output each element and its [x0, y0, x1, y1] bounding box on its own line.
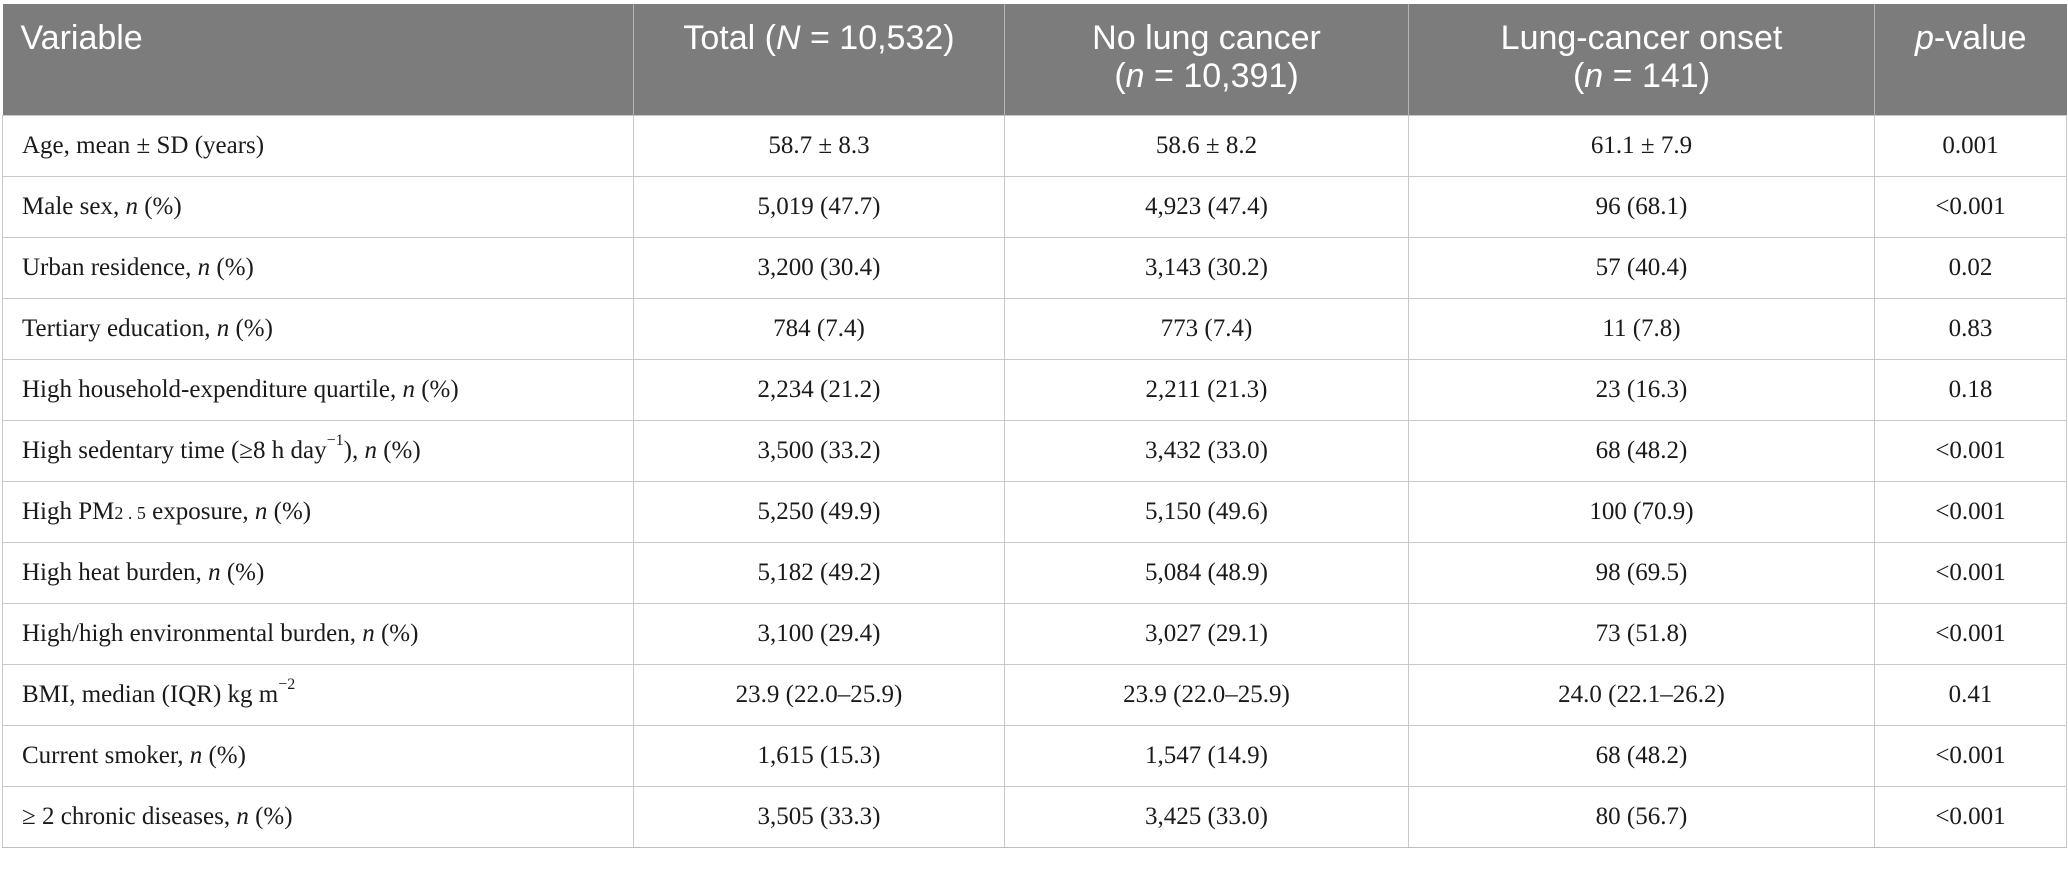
lung-cancer-onset-cell: 80 (56.7) [1408, 785, 1875, 848]
no-lung-cancer-cell: 23.9 (22.0–25.9) [1004, 663, 1409, 726]
table-row: ≥ 2 chronic diseases, n (%) 3,505 (33.3) 3… [2, 785, 2067, 848]
no-lung-cancer-cell: 5,150 (49.6) [1004, 480, 1409, 543]
total-cell: 784 (7.4) [633, 297, 1005, 360]
p-value-cell: <0.001 [1874, 419, 2067, 482]
total-cell: 5,250 (49.9) [633, 480, 1005, 543]
p-value-cell: 0.02 [1874, 236, 2067, 299]
no-lung-cancer-cell: 3,143 (30.2) [1004, 236, 1409, 299]
variable-cell: Tertiary education, n (%) [2, 297, 634, 360]
p-value-cell: 0.83 [1874, 297, 2067, 360]
variable-cell: High sedentary time (≥8 h day−1), n (%) [2, 419, 634, 482]
baseline-characteristics-table: Variable Total (N = 10,532) No lung canc… [2, 4, 2067, 848]
p-value-cell: <0.001 [1874, 480, 2067, 543]
variable-cell: Current smoker, n (%) [2, 724, 634, 787]
no-lung-cancer-cell: 3,027 (29.1) [1004, 602, 1409, 665]
total-cell: 1,615 (15.3) [633, 724, 1005, 787]
p-value-cell: 0.41 [1874, 663, 2067, 726]
no-lung-cancer-cell: 773 (7.4) [1004, 297, 1409, 360]
lung-cancer-onset-cell: 61.1 ± 7.9 [1408, 114, 1875, 177]
lung-cancer-onset-cell: 68 (48.2) [1408, 724, 1875, 787]
total-cell: 2,234 (21.2) [633, 358, 1005, 421]
total-cell: 3,200 (30.4) [633, 236, 1005, 299]
variable-cell: ≥ 2 chronic diseases, n (%) [2, 785, 634, 848]
header-lung-cancer-onset: Lung-cancer onset (n = 141) [1408, 4, 1875, 115]
variable-cell: Age, mean ± SD (years) [2, 114, 634, 177]
table-row: Urban residence, n (%) 3,200 (30.4) 3,143 … [2, 236, 2067, 299]
p-value-cell: <0.001 [1874, 724, 2067, 787]
no-lung-cancer-cell: 3,432 (33.0) [1004, 419, 1409, 482]
no-lung-cancer-cell: 5,084 (48.9) [1004, 541, 1409, 604]
total-cell: 5,182 (49.2) [633, 541, 1005, 604]
lung-cancer-onset-cell: 96 (68.1) [1408, 175, 1875, 238]
no-lung-cancer-cell: 4,923 (47.4) [1004, 175, 1409, 238]
table-row: Tertiary education, n (%) 784 (7.4) 773 (7… [2, 297, 2067, 360]
no-lung-cancer-cell: 3,425 (33.0) [1004, 785, 1409, 848]
lung-cancer-onset-cell: 100 (70.9) [1408, 480, 1875, 543]
lung-cancer-onset-cell: 73 (51.8) [1408, 602, 1875, 665]
lung-cancer-onset-cell: 11 (7.8) [1408, 297, 1875, 360]
table-row: High sedentary time (≥8 h day−1), n (%) 3… [2, 419, 2067, 482]
variable-cell: Male sex, n (%) [2, 175, 634, 238]
total-cell: 5,019 (47.7) [633, 175, 1005, 238]
p-value-cell: <0.001 [1874, 175, 2067, 238]
p-value-cell: 0.18 [1874, 358, 2067, 421]
total-cell: 23.9 (22.0–25.9) [633, 663, 1005, 726]
variable-cell: High PM2 . 5 exposure, n (%) [2, 480, 634, 543]
variable-cell: BMI, median (IQR) kg m−2 [2, 663, 634, 726]
table-row: High PM2 . 5 exposure, n (%) 5,250 (49.9)… [2, 480, 2067, 543]
lung-cancer-onset-cell: 98 (69.5) [1408, 541, 1875, 604]
total-cell: 3,500 (33.2) [633, 419, 1005, 482]
header-no-lung-cancer: No lung cancer (n = 10,391) [1004, 4, 1409, 115]
header-variable: Variable [2, 4, 634, 115]
p-value-cell: <0.001 [1874, 602, 2067, 665]
total-cell: 3,505 (33.3) [633, 785, 1005, 848]
no-lung-cancer-cell: 1,547 (14.9) [1004, 724, 1409, 787]
variable-cell: High/high environmental burden, n (%) [2, 602, 634, 665]
table-header-row: Variable Total (N = 10,532) No lung canc… [2, 4, 2067, 115]
variable-cell: High heat burden, n (%) [2, 541, 634, 604]
table-row: High/high environmental burden, n (%) 3,1… [2, 602, 2067, 665]
total-cell: 3,100 (29.4) [633, 602, 1005, 665]
table-body: Age, mean ± SD (years) 58.7 ± 8.3 58.6 ± 8… [2, 114, 2067, 848]
total-cell: 58.7 ± 8.3 [633, 114, 1005, 177]
table-row: Current smoker, n (%) 1,615 (15.3) 1,547 (… [2, 724, 2067, 787]
lung-cancer-onset-cell: 23 (16.3) [1408, 358, 1875, 421]
table-row: Male sex, n (%) 5,019 (47.7) 4,923 (47.4) 9… [2, 175, 2067, 238]
p-value-cell: <0.001 [1874, 785, 2067, 848]
variable-cell: Urban residence, n (%) [2, 236, 634, 299]
no-lung-cancer-cell: 2,211 (21.3) [1004, 358, 1409, 421]
header-total: Total (N = 10,532) [633, 4, 1005, 115]
table-row: High household-expenditure quartile, n (… [2, 358, 2067, 421]
table-row: High heat burden, n (%) 5,182 (49.2) 5,084… [2, 541, 2067, 604]
no-lung-cancer-cell: 58.6 ± 8.2 [1004, 114, 1409, 177]
lung-cancer-onset-cell: 57 (40.4) [1408, 236, 1875, 299]
table-row: Age, mean ± SD (years) 58.7 ± 8.3 58.6 ± 8… [2, 114, 2067, 177]
p-value-cell: 0.001 [1874, 114, 2067, 177]
lung-cancer-onset-cell: 24.0 (22.1–26.2) [1408, 663, 1875, 726]
lung-cancer-onset-cell: 68 (48.2) [1408, 419, 1875, 482]
p-value-cell: <0.001 [1874, 541, 2067, 604]
header-p-value: p-value [1914, 19, 2027, 57]
variable-cell: High household-expenditure quartile, n (… [2, 358, 634, 421]
table-row: BMI, median (IQR) kg m−2 23.9 (22.0–25.9)… [2, 663, 2067, 726]
